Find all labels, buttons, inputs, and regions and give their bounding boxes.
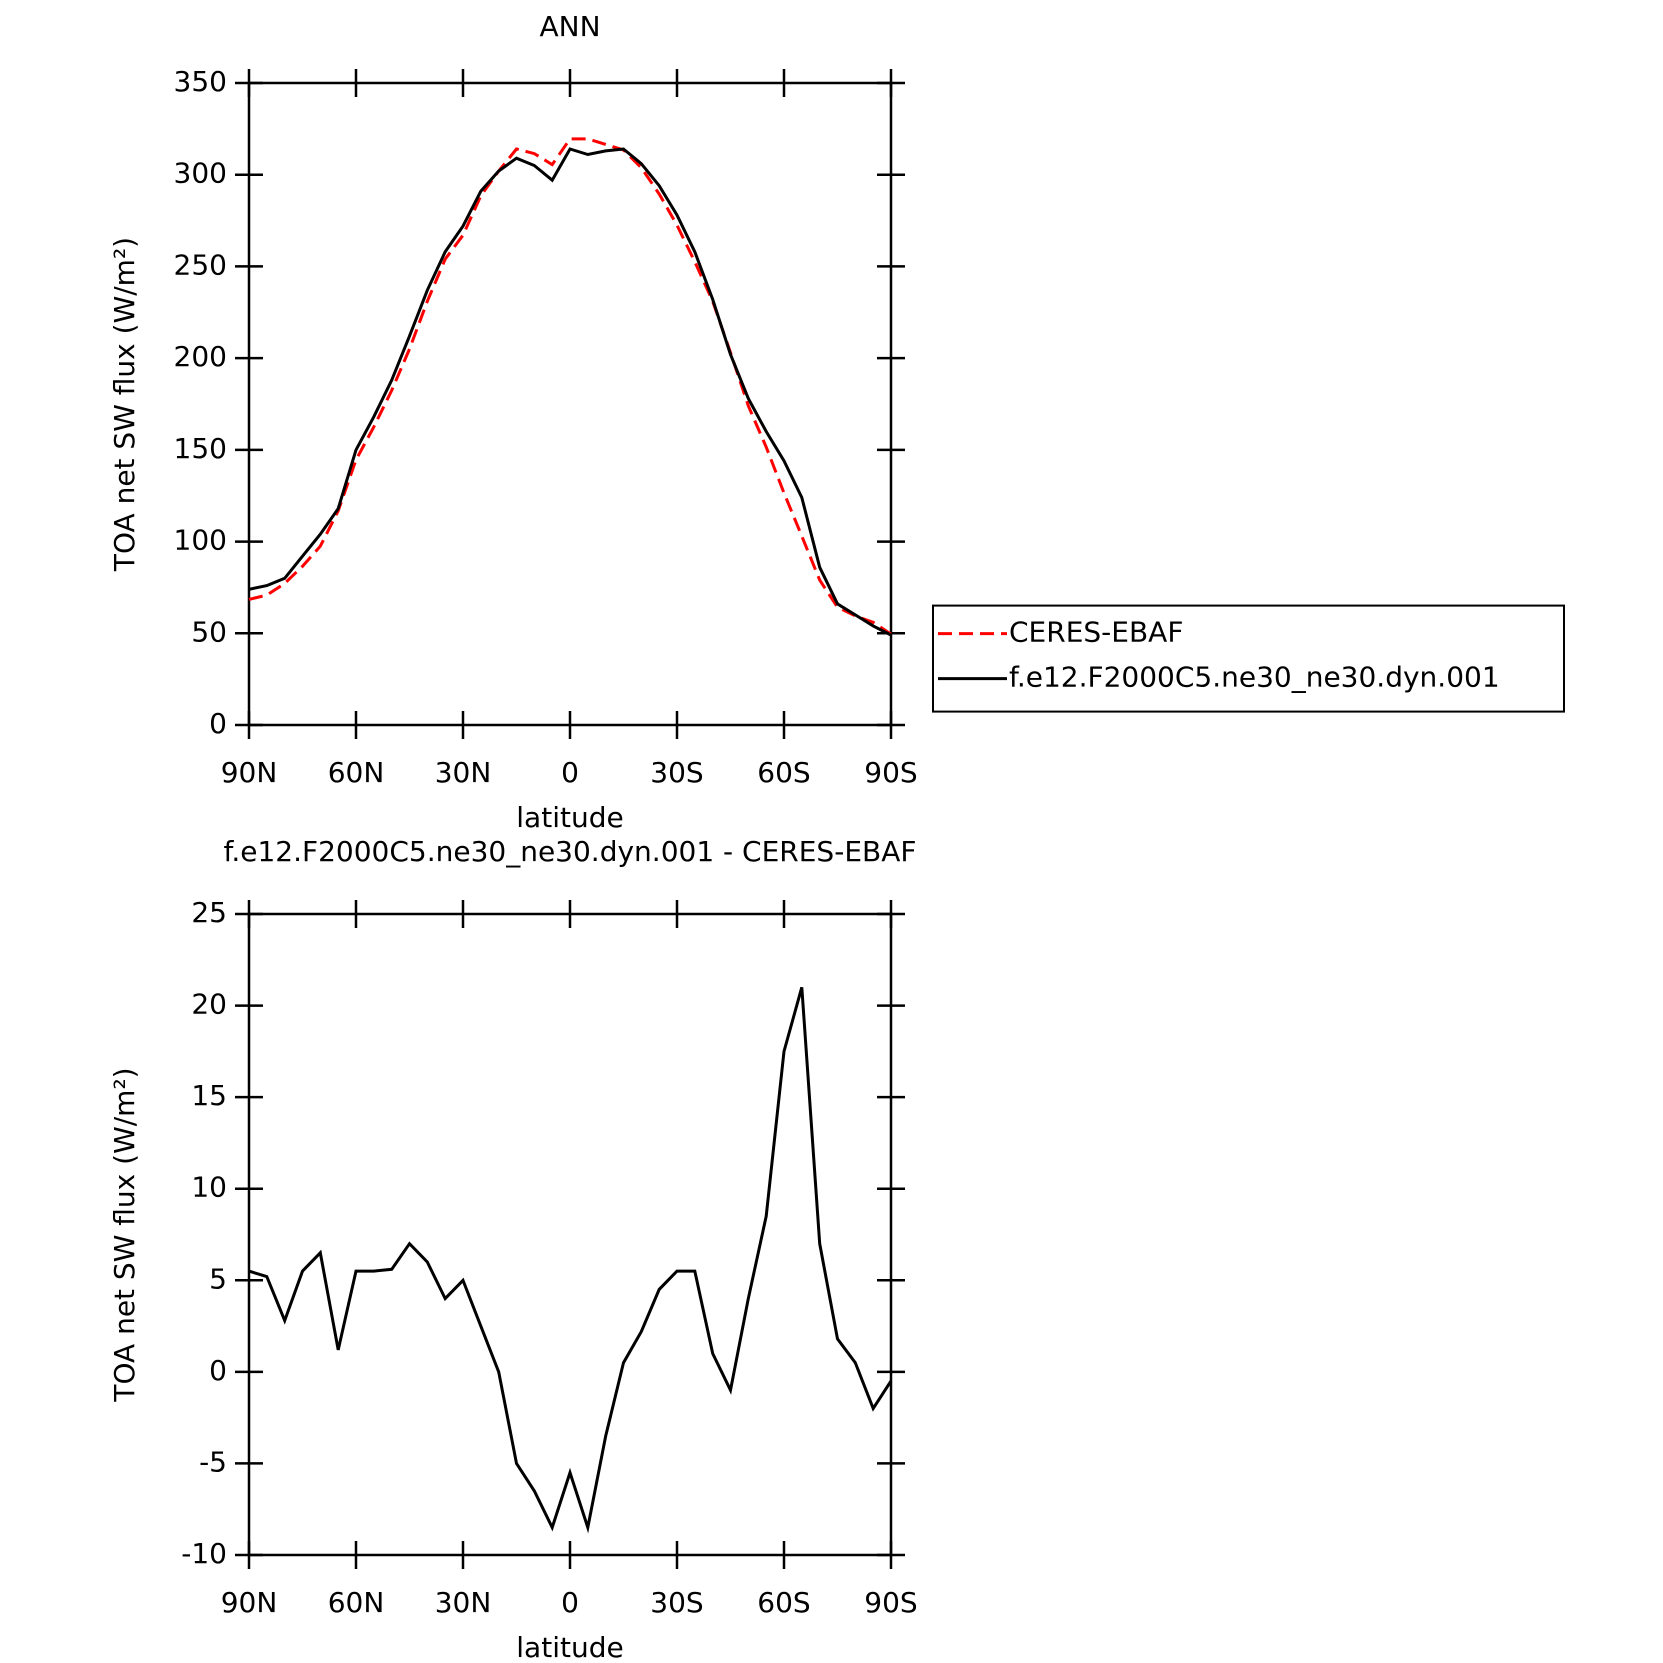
y-tick-label: 0	[209, 1354, 227, 1387]
chart-title: ANN	[539, 10, 600, 43]
x-tick-label: 60N	[328, 1586, 385, 1619]
y-axis-label: TOA net SW flux (W/m²)	[108, 1067, 141, 1402]
x-tick-label: 0	[561, 756, 579, 789]
y-tick-label: 20	[191, 988, 227, 1021]
data-line	[248, 986, 893, 1534]
x-axis-label: latitude	[516, 1631, 623, 1663]
y-tick-label: -10	[181, 1537, 227, 1570]
legend-box	[932, 604, 1565, 713]
y-tick-label: 100	[174, 524, 227, 557]
y-tick-label: 15	[191, 1079, 227, 1112]
y-tick-label: 25	[191, 896, 227, 929]
x-tick-label: 0	[561, 1586, 579, 1619]
y-tick-label: 250	[174, 248, 227, 281]
x-tick-label: 90S	[864, 756, 917, 789]
y-tick-label: 350	[174, 65, 227, 98]
chart-title: f.e12.F2000C5.ne30_ne30.dyn.001 - CERES-…	[224, 835, 917, 868]
x-tick-label: 90N	[221, 1586, 278, 1619]
plot-frame	[247, 912, 893, 1557]
legend-label: CERES-EBAF	[1009, 616, 1183, 649]
x-tick-label: 60N	[328, 756, 385, 789]
y-axis-label: TOA net SW flux (W/m²)	[108, 237, 141, 572]
y-tick-label: 300	[174, 157, 227, 190]
y-tick-label: 200	[174, 340, 227, 373]
data-line	[248, 137, 892, 636]
x-tick-label: 30S	[650, 756, 703, 789]
x-tick-label: 60S	[757, 1586, 810, 1619]
legend-label: f.e12.F2000C5.ne30_ne30.dyn.001	[1009, 661, 1500, 694]
y-tick-label: 150	[174, 432, 227, 465]
y-tick-label: 50	[191, 615, 227, 648]
y-tick-label: -5	[199, 1445, 227, 1478]
data-line	[248, 147, 892, 637]
x-axis-label: latitude	[516, 801, 623, 834]
plot-frame	[247, 81, 893, 727]
x-tick-label: 30S	[650, 1586, 703, 1619]
x-tick-label: 90N	[221, 756, 278, 789]
x-tick-label: 90S	[864, 1586, 917, 1619]
x-tick-label: 60S	[757, 756, 810, 789]
y-tick-label: 5	[209, 1262, 227, 1295]
y-tick-label: 10	[191, 1171, 227, 1204]
x-tick-label: 30N	[435, 1586, 492, 1619]
x-tick-label: 30N	[435, 756, 492, 789]
y-tick-label: 0	[209, 707, 227, 740]
